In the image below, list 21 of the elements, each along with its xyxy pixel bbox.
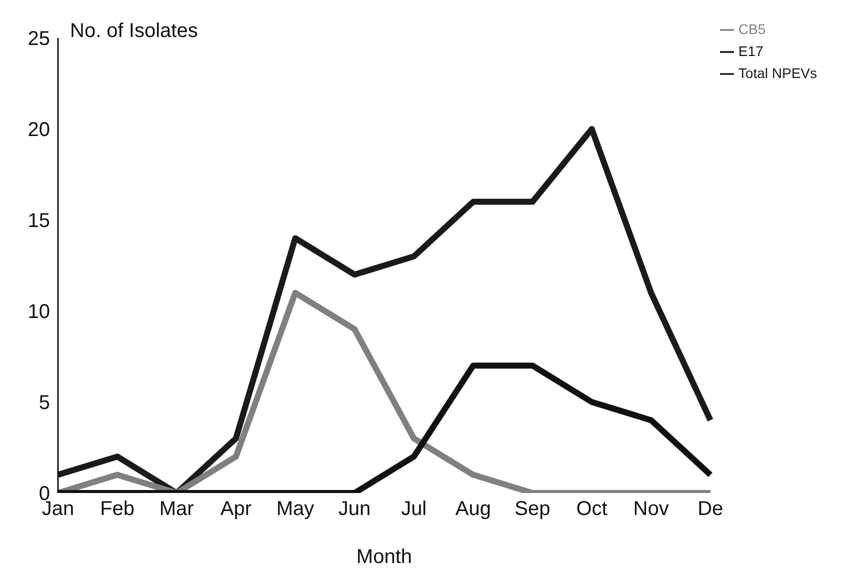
y-axis-title: No. of Isolates (70, 20, 198, 43)
legend-label: CB5 (738, 21, 766, 37)
y-tick-label: 20 (28, 119, 50, 142)
x-tick-label: Oct (576, 498, 608, 520)
x-tick-label: De (698, 498, 724, 520)
x-axis-title: Month (356, 546, 412, 568)
x-tick-label: Sep (514, 498, 550, 520)
x-tick-label: Aug (455, 498, 491, 520)
x-tick-label: Nov (633, 498, 669, 520)
legend-label: E17 (738, 43, 764, 59)
x-tick-label: Jul (401, 498, 427, 520)
legend-label: Total NPEVs (738, 65, 817, 81)
x-tick-label: Jun (338, 498, 371, 520)
x-tick-label: May (276, 498, 314, 520)
x-tick-label: Feb (100, 498, 135, 520)
y-tick-label: 5 (38, 392, 50, 414)
x-tick-label: Apr (220, 498, 252, 520)
y-tick-label: 15 (28, 210, 50, 232)
y-tick-label: 10 (28, 301, 50, 324)
x-tick-label: Mar (159, 498, 194, 520)
y-tick-label: 25 (28, 28, 50, 50)
